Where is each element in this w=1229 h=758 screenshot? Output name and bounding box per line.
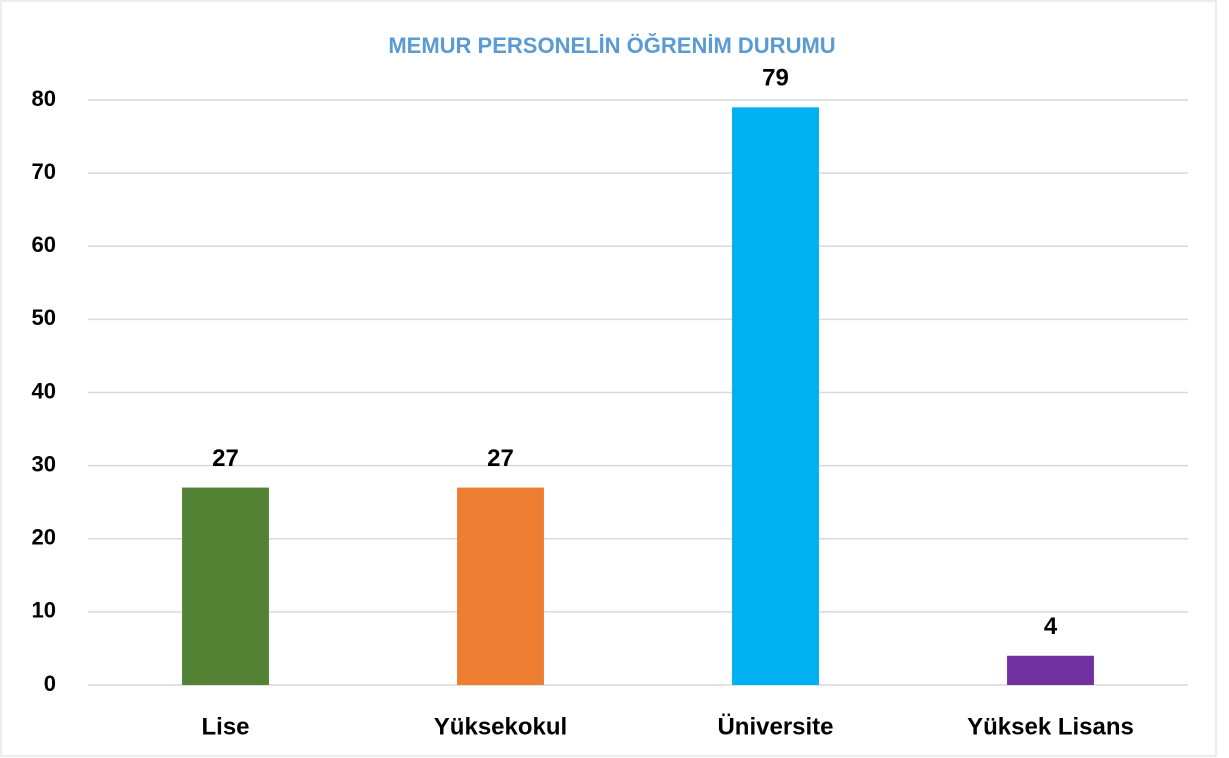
y-tick-label: 40 [32, 378, 56, 403]
y-tick-label: 70 [32, 159, 56, 184]
data-label: 79 [762, 65, 789, 92]
bar [182, 487, 269, 685]
y-tick-label: 50 [32, 305, 56, 330]
y-tick-label: 0 [44, 671, 56, 696]
x-tick-label: Yüksekokul [434, 713, 567, 740]
bar [457, 487, 544, 685]
data-label: 27 [487, 445, 514, 472]
bar [1007, 655, 1094, 685]
x-tick-label: Lise [201, 713, 249, 740]
data-label: 4 [1044, 613, 1058, 640]
x-tick-label: Üniversite [717, 713, 833, 740]
data-label: 27 [212, 445, 239, 472]
y-tick-label: 20 [32, 525, 56, 550]
x-tick-label: Yüksek Lisans [967, 713, 1134, 740]
y-tick-label: 30 [32, 451, 56, 476]
bar [732, 107, 819, 685]
chart-title: MEMUR PERSONELİN ÖĞRENİM DURUMU [388, 33, 835, 58]
y-tick-label: 80 [32, 86, 56, 111]
y-tick-label: 60 [32, 232, 56, 257]
y-tick-label: 10 [32, 598, 56, 623]
